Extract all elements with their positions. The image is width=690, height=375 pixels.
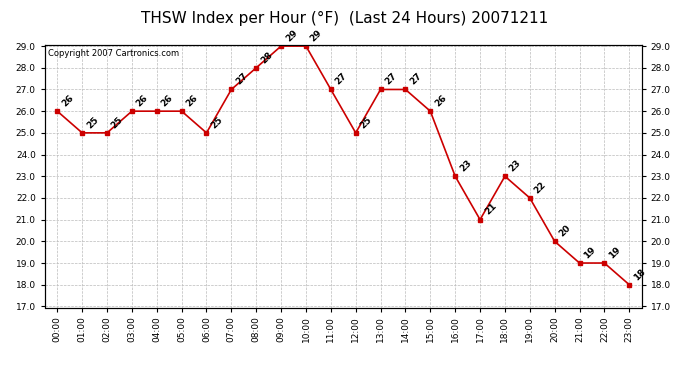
Text: 26: 26: [184, 93, 199, 108]
Text: 27: 27: [408, 71, 424, 87]
Text: THSW Index per Hour (°F)  (Last 24 Hours) 20071211: THSW Index per Hour (°F) (Last 24 Hours)…: [141, 11, 549, 26]
Text: 25: 25: [209, 115, 224, 130]
Text: 25: 25: [110, 115, 125, 130]
Text: 28: 28: [259, 50, 274, 65]
Text: 26: 26: [433, 93, 448, 108]
Text: 27: 27: [384, 71, 399, 87]
Text: 20: 20: [558, 224, 573, 238]
Text: 29: 29: [284, 28, 299, 43]
Text: 23: 23: [458, 158, 473, 174]
Text: 25: 25: [85, 115, 100, 130]
Text: 27: 27: [234, 71, 249, 87]
Text: 26: 26: [135, 93, 150, 108]
Text: 22: 22: [533, 180, 548, 195]
Text: 19: 19: [607, 245, 622, 260]
Text: 21: 21: [483, 202, 498, 217]
Text: 27: 27: [334, 71, 349, 87]
Text: 18: 18: [632, 267, 647, 282]
Text: Copyright 2007 Cartronics.com: Copyright 2007 Cartronics.com: [48, 49, 179, 58]
Text: 26: 26: [60, 93, 75, 108]
Text: 19: 19: [582, 245, 598, 260]
Text: 29: 29: [308, 28, 324, 43]
Text: 23: 23: [508, 158, 523, 174]
Text: 26: 26: [159, 93, 175, 108]
Text: 25: 25: [359, 115, 374, 130]
